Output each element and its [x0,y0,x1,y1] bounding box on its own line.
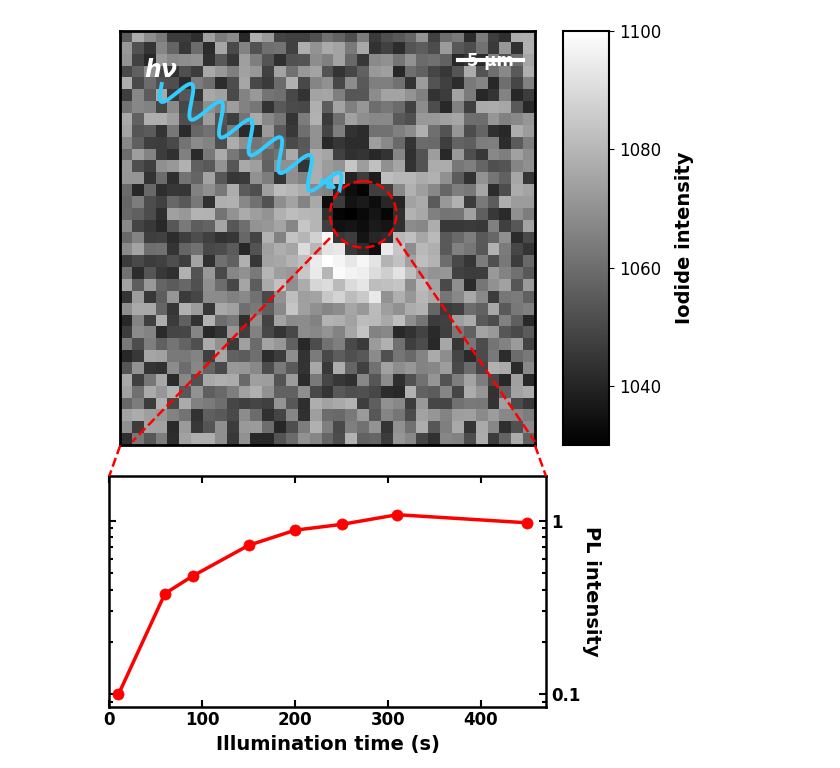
Y-axis label: Iodide intensity: Iodide intensity [675,152,694,324]
Text: 5 μm: 5 μm [467,51,514,70]
Text: hν: hν [144,58,177,82]
Y-axis label: PL intensity: PL intensity [582,526,601,657]
X-axis label: Illumination time (s): Illumination time (s) [216,735,439,754]
